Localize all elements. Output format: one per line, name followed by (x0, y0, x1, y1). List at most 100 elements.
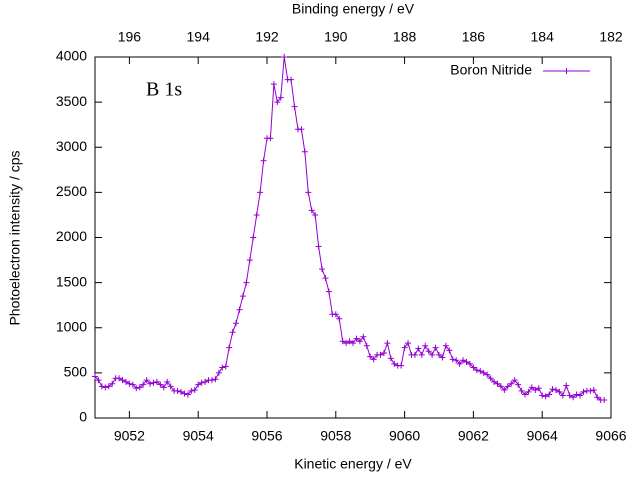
data-point (147, 380, 154, 387)
data-point (178, 388, 184, 395)
data-point (501, 387, 508, 394)
data-point (339, 338, 346, 345)
data-point (136, 384, 143, 391)
x2-tick-label: 190 (324, 29, 348, 45)
data-point (291, 103, 298, 110)
data-point (532, 387, 539, 394)
data-point (484, 371, 491, 378)
data-point (453, 357, 460, 364)
data-point (250, 234, 257, 241)
data-point (208, 377, 215, 384)
data-point (233, 320, 240, 327)
data-point (116, 375, 123, 382)
data-point (456, 360, 463, 367)
data-point (332, 311, 339, 318)
data-point (319, 266, 326, 273)
y-tick-label: 500 (64, 364, 88, 380)
data-point (167, 383, 174, 390)
data-point (181, 390, 188, 397)
data-point (140, 381, 147, 388)
legend-marker (563, 68, 570, 74)
data-point (129, 381, 136, 388)
data-point (312, 211, 319, 218)
data-point (384, 340, 391, 347)
data-point (301, 148, 308, 155)
data-point (215, 369, 222, 376)
data-point (267, 135, 274, 142)
y-axis-label: Photoelectron intensity / cps (7, 150, 23, 325)
x2-tick-label: 188 (393, 29, 417, 45)
x-tick-label: 9052 (114, 428, 145, 444)
data-point (229, 329, 236, 336)
data-point (270, 81, 277, 88)
annotation: B 1s (146, 79, 182, 101)
data-point (587, 387, 594, 394)
data-point (92, 373, 98, 380)
data-point (150, 379, 157, 386)
y-tick-label: 3000 (56, 138, 87, 154)
data-point (322, 275, 329, 282)
x2-tick-label: 194 (187, 29, 211, 45)
data-point (580, 388, 587, 395)
data-point (460, 357, 467, 364)
data-point (418, 351, 425, 358)
data-point (401, 344, 408, 351)
legend-label: Boron Nitride (450, 62, 532, 78)
data-point (109, 380, 116, 387)
y-tick-label: 3500 (56, 93, 87, 109)
data-point (398, 362, 405, 369)
data-point (236, 306, 243, 313)
data-point (336, 315, 343, 322)
data-point (239, 293, 246, 300)
data-point (202, 378, 209, 385)
data-point (449, 356, 456, 363)
x-tick-label: 9060 (389, 428, 420, 444)
data-point (487, 375, 494, 382)
data-point (546, 391, 553, 398)
data-point (391, 360, 398, 367)
x2-tick-label: 192 (255, 29, 279, 45)
y-tick-label: 4000 (56, 48, 87, 64)
x2-tick-label: 182 (599, 29, 623, 45)
data-point (480, 369, 487, 376)
y-tick-label: 1500 (56, 273, 87, 289)
data-point (573, 391, 580, 398)
data-point (363, 342, 370, 349)
x-tick-label: 9054 (183, 428, 214, 444)
y-tick-label: 0 (79, 409, 87, 425)
data-point (95, 377, 102, 384)
data-point (380, 350, 387, 357)
data-line (94, 56, 605, 401)
data-point (174, 387, 181, 394)
x-tick-label: 9066 (595, 428, 626, 444)
data-point (288, 76, 295, 83)
data-point (570, 394, 577, 401)
data-point (425, 348, 432, 355)
data-point (590, 387, 597, 394)
data-point (281, 54, 288, 60)
data-point (601, 396, 608, 403)
data-point (188, 387, 195, 394)
data-point (298, 126, 305, 133)
data-point (105, 383, 112, 390)
data-point (157, 381, 164, 388)
data-point (160, 384, 167, 391)
data-point (387, 355, 394, 362)
data-point (153, 378, 160, 385)
data-point (577, 392, 584, 399)
data-point (535, 385, 542, 392)
data-point (191, 387, 198, 394)
data-point (346, 338, 353, 345)
data-point (542, 393, 549, 400)
x-tick-label: 9062 (458, 428, 489, 444)
data-point (436, 351, 442, 358)
data-point (477, 368, 484, 375)
data-point (549, 386, 556, 393)
data-point (98, 383, 105, 390)
data-point (528, 384, 535, 391)
data-point (518, 387, 525, 394)
data-point (126, 380, 133, 387)
data-point (195, 381, 202, 388)
data-point (308, 207, 315, 214)
